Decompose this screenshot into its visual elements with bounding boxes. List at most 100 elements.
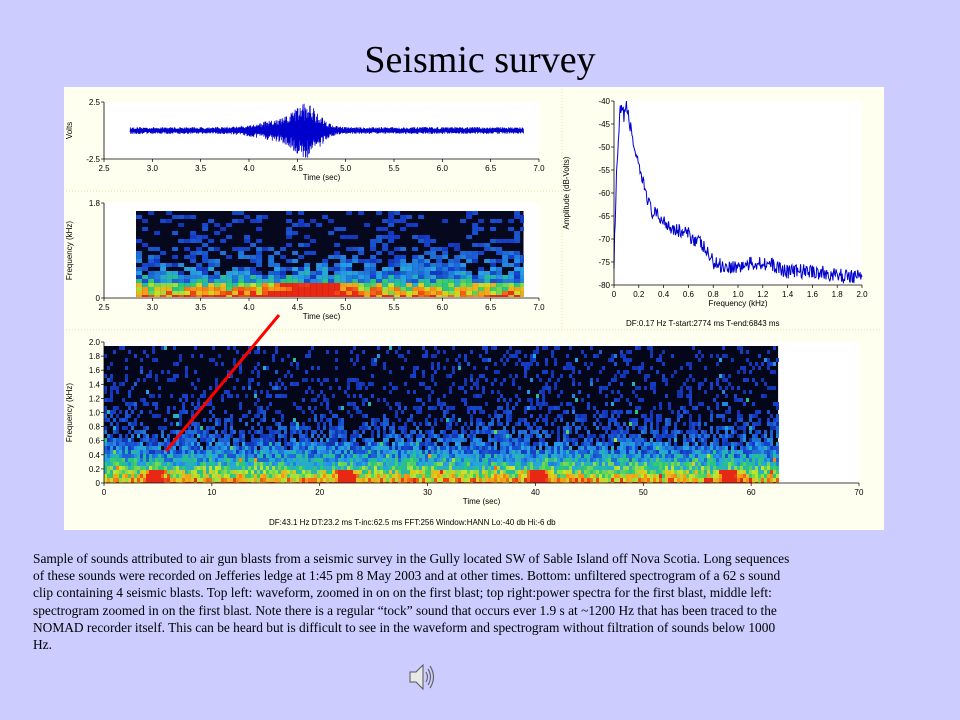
full-spectrogram-cell [569,478,572,482]
full-spectrogram-cell [185,454,188,458]
full-spectrogram-cell [176,450,179,454]
full-spectrogram-cell [221,394,224,398]
zoom-spectrogram-cell [424,263,431,267]
full-spectrogram-cell [104,438,107,442]
full-spectrogram-cell [440,454,443,458]
full-spectrogram-cell [266,446,269,450]
full-spectrogram-cell [185,438,188,442]
full-spectrogram-cell [731,358,734,362]
full-spectrogram-cell [464,378,467,382]
zoom-spectrogram-cell [214,223,221,227]
full-spectrogram-cell [611,454,614,458]
full-spectrogram-cell [158,462,161,466]
full-spectrogram-cell [758,458,761,462]
full-spectrogram-cell [623,466,626,470]
full-spectrogram-cell [455,434,458,438]
full-spectrogram-cell [575,466,578,470]
full-spectrogram-cell [353,378,356,382]
zoom-spectrogram-cell [466,215,473,219]
full-spectrogram-cell [245,442,248,446]
full-spectrogram-cell [311,470,314,474]
full-spectrogram-cell [245,462,248,466]
full-spectrogram-cell [257,450,260,454]
full-spectrogram-cell [104,398,107,402]
full-spectrogram-cell [464,358,467,362]
zoom-spectrogram-xtick-label: 4.0 [243,303,255,312]
full-spectrogram-cell [329,478,332,482]
full-spectrogram-cell [302,398,305,402]
full-spectrogram-cell [659,406,662,410]
full-spectrogram-cell [734,442,737,446]
zoom-spectrogram-cell [508,291,515,295]
zoom-spectrogram-cell [280,275,287,279]
full-spectrogram-cell [644,374,647,378]
full-spectrogram-cell [710,470,713,474]
full-spectrogram-cell [674,470,677,474]
full-spectrogram-cell [557,446,560,450]
zoom-spectrogram-cell [196,291,203,295]
full-spectrogram-cell [650,462,653,466]
full-spectrogram-cell [656,442,659,446]
full-spectrogram-cell [218,450,221,454]
full-spectrogram-cell [536,394,539,398]
zoom-spectrogram-cell [436,247,443,251]
full-spectrogram-cell [638,346,641,350]
full-spectrogram-cell [614,470,617,474]
full-spectrogram-cell [746,478,749,482]
full-spectrogram-cell [143,470,146,474]
full-spectrogram-cell [248,386,251,390]
full-spectrogram-cell [458,442,461,446]
full-spectrogram-cell [416,482,419,483]
full-spectrogram-cell [347,402,350,406]
full-spectrogram-cell [608,382,611,386]
full-spectrogram-cell [581,482,584,483]
full-spectrogram-cell [767,418,770,422]
full-spectrogram-cell [452,454,455,458]
full-spectrogram-cell [347,446,350,450]
full-spectrogram-cell [665,482,668,483]
full-spectrogram-cell [260,430,263,434]
full-spectrogram-cell [296,458,299,462]
full-spectrogram-cell [701,382,704,386]
full-spectrogram-cell [743,402,746,406]
full-spectrogram-cell [272,418,275,422]
full-spectrogram-cell [575,458,578,462]
full-spectrogram-cell [383,426,386,430]
zoom-spectrogram-cell [424,239,431,243]
full-spectrogram-cell [227,390,230,394]
full-spectrogram-cell [410,374,413,378]
full-spectrogram-cell [209,466,212,470]
zoom-spectrogram-cell [244,283,251,287]
full-spectrogram-cell [524,458,527,462]
full-spectrogram-cell [395,454,398,458]
full-spectrogram-cell [515,362,518,366]
full-spectrogram-cell [179,450,182,454]
zoom-spectrogram-cell [268,259,275,263]
full-spectrogram-cell [506,402,509,406]
full-spectrogram-cell [116,430,119,434]
full-spectrogram-cell [434,454,437,458]
zoom-spectrogram-cell [520,283,524,287]
full-spectrogram-cell [677,418,680,422]
full-spectrogram-cell [335,450,338,454]
full-spectrogram-cell [149,462,152,466]
full-spectrogram-cell [485,358,488,362]
full-spectrogram-cell [362,438,365,442]
full-spectrogram-cell [542,482,545,483]
full-spectrogram-cell [626,446,629,450]
full-spectrogram-cell [695,458,698,462]
full-spectrogram-cell [512,478,515,482]
full-spectrogram-cell [155,478,158,482]
full-spectrogram-cell [317,366,320,370]
full-spectrogram-cell [740,462,743,466]
full-spectrogram-cell [146,442,149,446]
waveform-ylabel: Volts [65,122,74,139]
full-spectrogram-cell [110,422,113,426]
full-spectrogram-cell [479,474,482,478]
full-spectrogram-cell [278,438,281,442]
full-spectrogram-cell [758,422,761,426]
full-spectrogram-cell [407,446,410,450]
full-spectrogram-cell [125,446,128,450]
zoom-spectrogram-cell [418,283,425,287]
full-spectrogram-cell [122,398,125,402]
